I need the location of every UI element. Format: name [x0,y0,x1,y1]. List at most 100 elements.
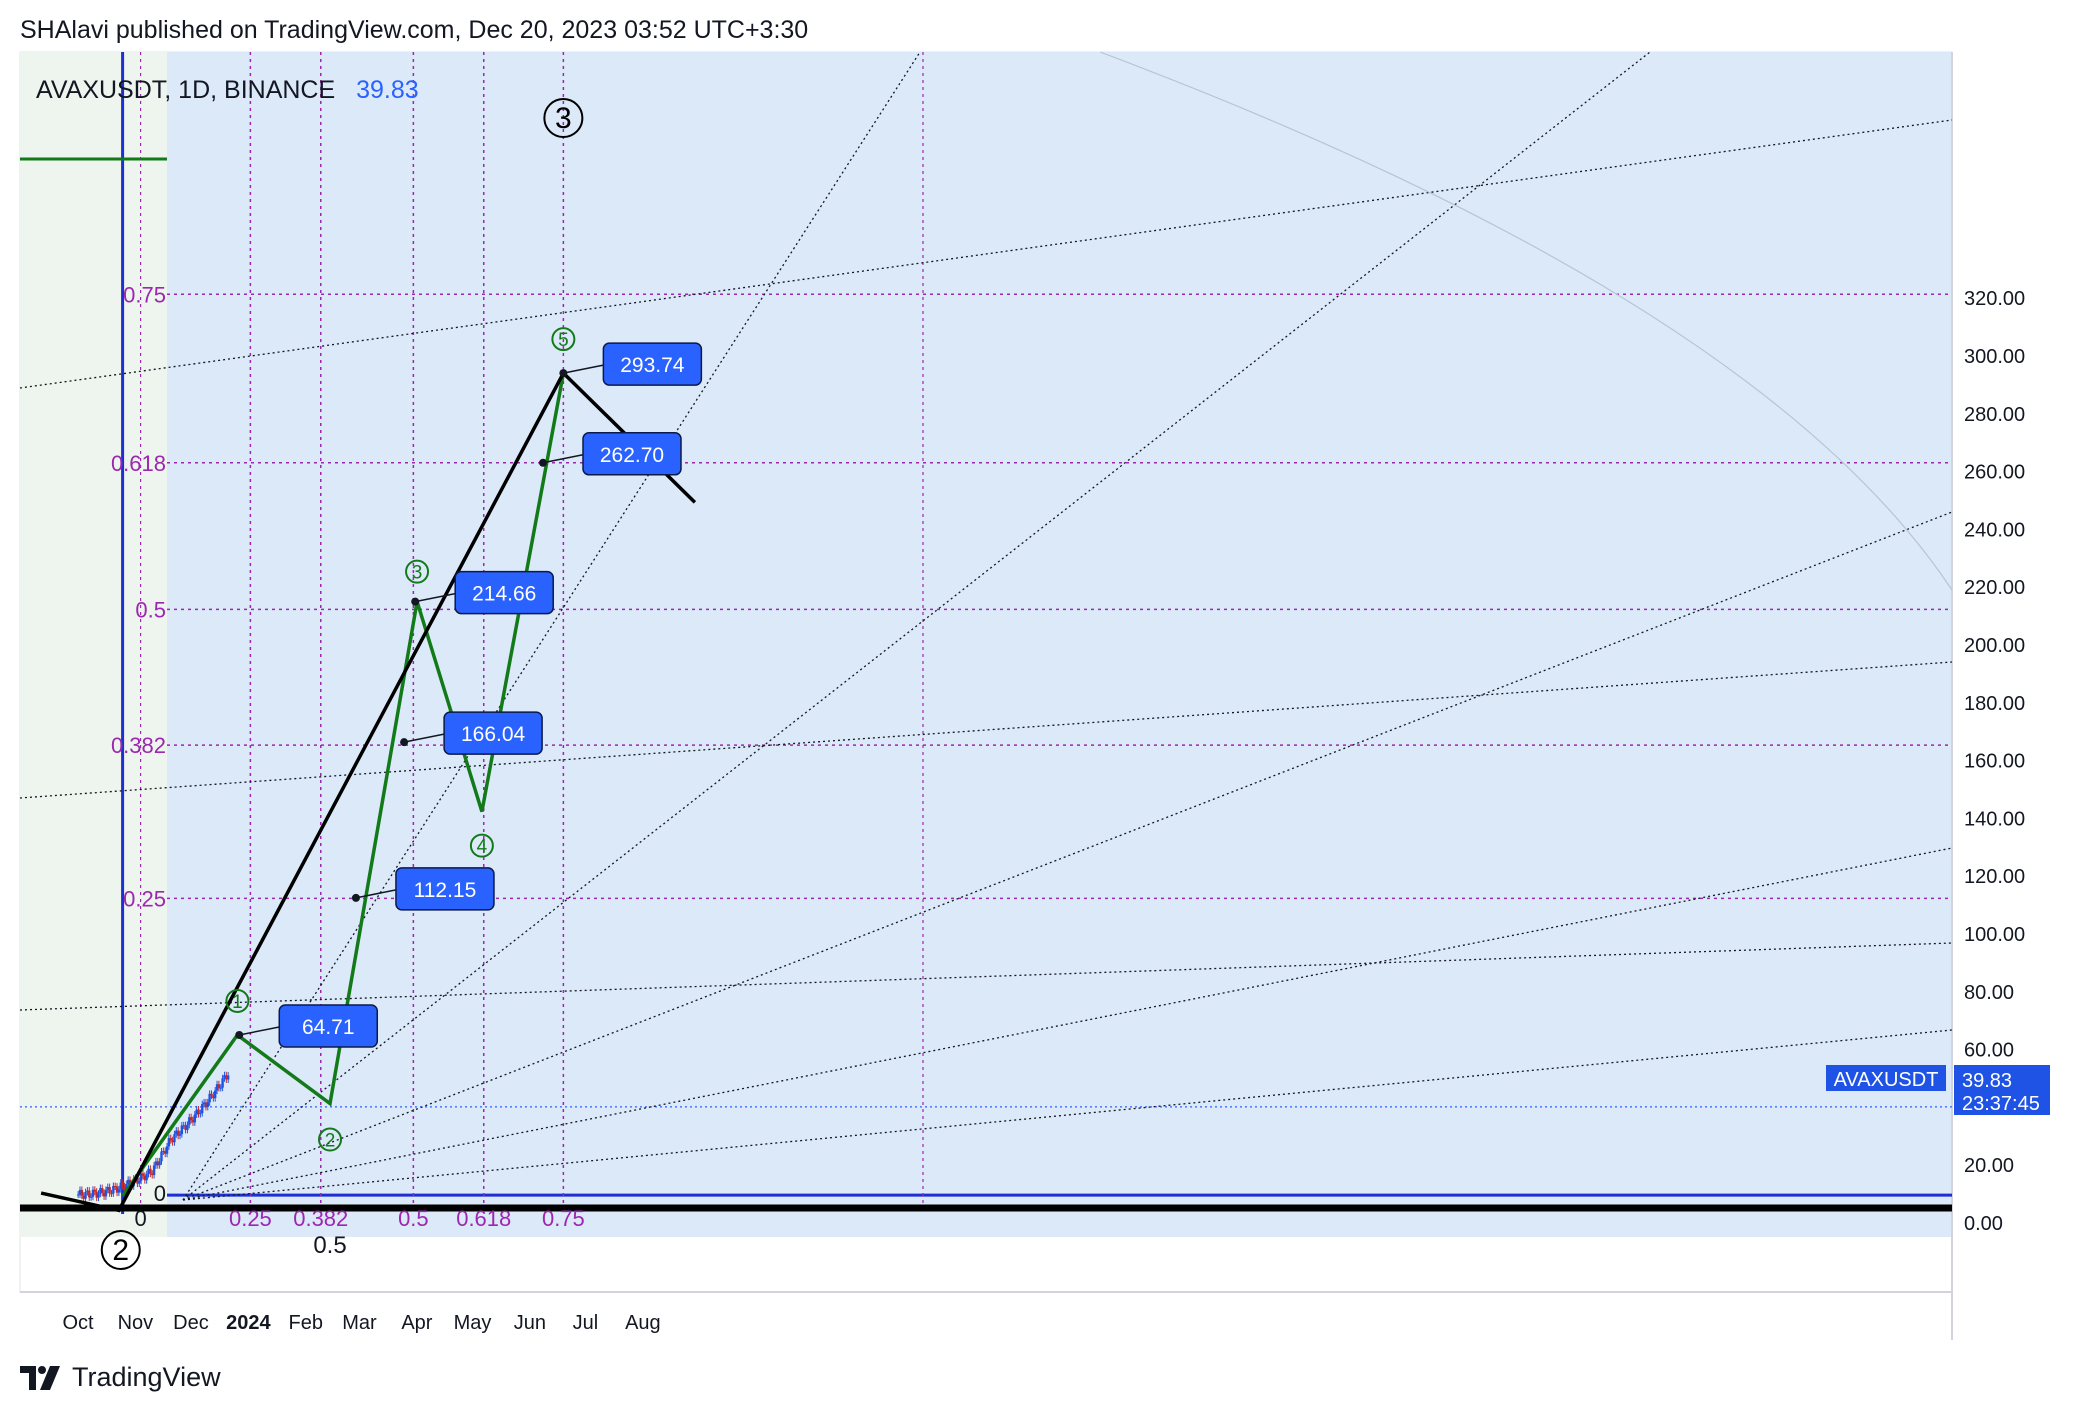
candle-body [99,1188,102,1194]
candle-body [149,1168,152,1174]
candle-body [191,1119,195,1123]
candle-body [158,1161,161,1166]
time-zone-label: 0 [134,1206,146,1231]
big-wave-label: 2 [112,1234,129,1267]
price-callout-box [602,342,703,386]
wave-label-circle [405,559,430,584]
wave-label: 4 [477,837,488,858]
candle-body [215,1084,219,1091]
price-callout-label: 166.04 [461,723,526,746]
candle-body [173,1134,176,1143]
candle-body [180,1125,184,1135]
y-axis-tick-label: 0.00 [1964,1213,2003,1235]
candle-body [136,1177,139,1184]
fan-line [182,1029,1952,1201]
candle-body [156,1161,159,1166]
candle-body [84,1192,87,1199]
callout-pointer [542,454,584,464]
candle-body [184,1125,187,1130]
candle-body [193,1114,197,1123]
fan-line [182,52,1651,1201]
wave-label: 3 [412,563,423,584]
y-axis-tick-label: 180.00 [1964,693,2025,715]
candle-body [186,1124,189,1130]
fib-level-label: 0.25 [123,886,166,911]
time-midpoint-label: 0.5 [313,1232,346,1259]
svg-text:AVAXUSDT, 1D, BINANCE 39.8: AVAXUSDT, 1D, BINANCE 39.83 [36,76,419,104]
channel-line [20,119,1952,389]
candle-body [147,1168,150,1175]
candle-body [226,1075,230,1080]
callout-anchor-dot [559,369,568,378]
callout-pointer [563,364,604,374]
candle-body [204,1102,208,1107]
candle-body [117,1189,121,1193]
candle-body [197,1109,200,1115]
candle-body [76,1194,80,1196]
candle-body [78,1189,82,1195]
candle-body [202,1102,206,1105]
current-price-tag: AVAXUSDT 39.83 23:37:45 [1826,1065,2050,1115]
candle-body [169,1138,172,1141]
x-axis-tick-label: Apr [401,1312,432,1334]
candle-body [143,1175,147,1181]
symbol-last-price: 39.83 [356,76,419,104]
candle-body [89,1196,93,1198]
candle-body [182,1125,185,1127]
candle-body [145,1174,148,1181]
y-axis-tick-label: 300.00 [1964,346,2025,368]
candle-body [171,1140,174,1143]
callout-anchor-dot [351,893,360,902]
candle-body [119,1182,122,1190]
callout-anchor-dot [539,458,547,467]
price-callout-box [582,432,682,476]
price-callout-box [443,711,543,755]
fib-level-label: 0.382 [111,733,166,758]
tradingview-logo[interactable]: TradingView [20,1362,221,1393]
wave-label: 1 [232,992,243,1013]
candle-body [113,1186,117,1188]
x-axis-tick-label: Jun [514,1312,546,1334]
candle-body [95,1191,98,1198]
fib-level-label: 0.5 [135,597,166,622]
candle-body [139,1173,143,1181]
candle-body [167,1138,171,1147]
price-callout-label: 112.15 [414,879,477,902]
y-axis-tick-label: 220.00 [1964,577,2025,599]
candle-body [154,1161,158,1166]
x-axis-tick-label: Nov [118,1312,154,1334]
candle-body [97,1193,100,1198]
x-axis-tick-label: Oct [62,1312,94,1334]
candle-body [126,1179,130,1184]
time-zone-label: 0.25 [229,1206,272,1231]
candle-body [178,1134,182,1136]
candle-body [217,1084,221,1088]
candle-body [93,1189,97,1192]
candle-body [176,1130,180,1136]
candle-body [80,1189,84,1196]
candle-body [212,1095,215,1099]
candle-body [110,1193,113,1195]
candle-body [125,1183,128,1191]
fan-line [182,847,1952,1201]
y-axis-tick-label: 320.00 [1964,288,2025,310]
time-zone-label: 0.382 [293,1206,348,1231]
time-zone-label: 0.5 [398,1206,429,1231]
candle-body [121,1182,124,1187]
publish-line: SHAlavi published on TradingView.com, De… [20,16,809,44]
y-axis-tick-label: 120.00 [1964,866,2025,888]
candle-body [108,1187,111,1194]
y-axis-tick-label: 240.00 [1964,519,2025,541]
candle-body [88,1190,91,1198]
callout-pointer [355,889,397,899]
candle-body [199,1113,202,1115]
price-callout-box [278,1004,379,1048]
callout-pointer [403,733,445,743]
candle-body [115,1186,119,1193]
candle-body [195,1109,198,1115]
price-callout-label: 214.66 [472,583,536,606]
candle-body [175,1130,178,1135]
fib-zone [167,52,1952,1237]
fib-level-label: 0 [154,1181,166,1206]
